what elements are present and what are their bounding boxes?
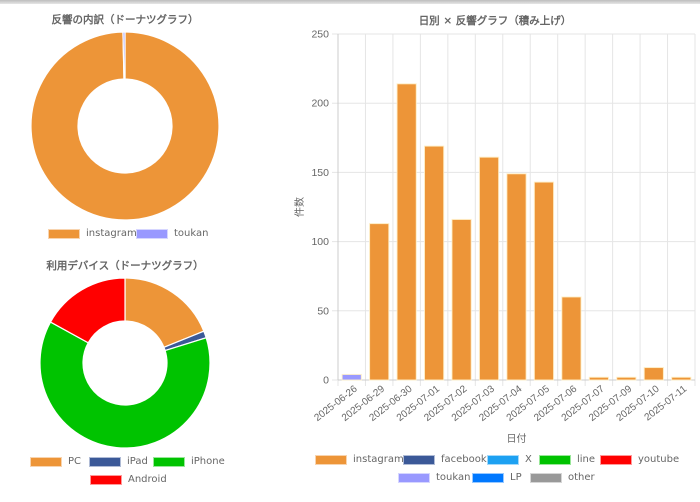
device-donut-panel: 利用デバイス（ドーナツグラフ） PC iPad iPhone Android — [0, 250, 250, 502]
bar-instagram-2025-07-06[interactable] — [561, 296, 582, 381]
bar-instagram-2025-07-10[interactable] — [643, 367, 664, 381]
response-slice-instagram[interactable] — [30, 31, 220, 221]
legend-item-instagram[interactable]: instagram — [48, 228, 137, 239]
bar-instagram-2025-06-29[interactable] — [369, 223, 390, 381]
response-slice-toukan[interactable] — [122, 31, 126, 80]
bar-instagram-2025-07-05[interactable] — [533, 181, 555, 381]
legend-item-x[interactable]: X — [487, 454, 532, 465]
daily-response-bar-panel: 日別 × 反響グラフ（積み上げ） 0 50 100 150 200 250 2025-06-… — [290, 0, 700, 502]
legend-swatch-pc — [30, 456, 62, 467]
legend-label: line — [577, 454, 596, 465]
legend-label: Android — [128, 474, 167, 485]
bar-instagram-2025-07-03[interactable] — [478, 156, 500, 381]
legend-item-toukan[interactable]: toukan — [398, 472, 470, 483]
device-donut-legend: PC iPad iPhone Android — [0, 456, 250, 492]
legend-label: other — [568, 472, 595, 483]
legend-label: instagram — [86, 228, 137, 239]
legend-swatch-iphone — [153, 456, 185, 467]
legend-item-instagram[interactable]: instagram — [315, 454, 404, 465]
response-donut-legend: instagram toukan — [0, 228, 250, 242]
x-axis-title: 日付 — [507, 432, 527, 445]
bar-instagram-2025-07-01[interactable] — [424, 145, 445, 381]
legend-label: iPad — [127, 456, 148, 467]
bar-chart-title: 日別 × 反響グラフ（積み上げ） — [418, 15, 572, 27]
legend-label: facebook — [441, 454, 487, 465]
y-tick-label: 250 — [311, 29, 329, 41]
legend-label: toukan — [436, 472, 471, 483]
legend-label: PC — [68, 456, 82, 467]
device-slice-iphone[interactable] — [39, 321, 211, 449]
y-tick-label: 50 — [317, 305, 329, 317]
y-tick-label: 200 — [311, 98, 329, 110]
response-donut-title: 反響の内訳（ドーナツグラフ） — [51, 14, 199, 26]
legend-item-iphone[interactable]: iPhone — [153, 456, 225, 467]
legend-item-other[interactable]: other — [530, 472, 595, 483]
daily-response-bar-chart[interactable]: 0501001502002502025-06-262025-06-292025-… — [290, 0, 700, 450]
legend-swatch-toukan — [398, 472, 430, 483]
y-tick-label: 0 — [323, 375, 329, 387]
legend-item-ipad[interactable]: iPad — [89, 456, 148, 467]
legend-label: youtube — [638, 454, 680, 465]
legend-swatch-toukan — [136, 228, 168, 239]
bar-instagram-2025-07-11[interactable] — [671, 376, 692, 381]
y-tick-label: 100 — [311, 236, 329, 248]
legend-item-line[interactable]: line — [539, 454, 595, 465]
legend-label: instagram — [353, 454, 404, 465]
y-tick-label: 150 — [311, 167, 329, 179]
response-donut-panel: 反響の内訳（ドーナツグラフ） instagram toukan — [0, 0, 250, 250]
legend-label: toukan — [174, 228, 209, 239]
legend-swatch-line — [539, 454, 571, 465]
legend-item-lp[interactable]: LP — [472, 472, 522, 483]
legend-swatch-other — [530, 472, 562, 483]
legend-item-facebook[interactable]: facebook — [403, 454, 487, 465]
legend-swatch-instagram — [315, 454, 347, 465]
y-axis-title: 件数 — [293, 197, 306, 217]
window-top-edge — [0, 0, 700, 4]
legend-item-pc[interactable]: PC — [30, 456, 81, 467]
bar-chart-legend: instagram facebook X line youtube toukan… — [290, 454, 700, 490]
legend-swatch-android — [90, 474, 122, 485]
bar-instagram-2025-07-02[interactable] — [451, 218, 472, 381]
legend-swatch-instagram — [48, 228, 80, 239]
legend-swatch-youtube — [600, 454, 632, 465]
device-donut-chart[interactable] — [0, 250, 250, 455]
device-slice-android[interactable] — [49, 277, 126, 344]
legend-item-youtube[interactable]: youtube — [600, 454, 679, 465]
legend-label: X — [525, 454, 532, 465]
legend-item-toukan[interactable]: toukan — [136, 228, 208, 239]
legend-swatch-ipad — [89, 456, 121, 467]
legend-label: iPhone — [191, 456, 225, 467]
device-donut-title: 利用デバイス（ドーナツグラフ） — [46, 260, 204, 272]
response-donut-chart[interactable] — [0, 0, 250, 230]
bar-instagram-2025-07-04[interactable] — [506, 173, 527, 381]
bar-instagram-2025-06-30[interactable] — [396, 83, 417, 381]
legend-swatch-lp — [472, 472, 504, 483]
legend-swatch-x — [487, 454, 519, 465]
bar-instagram-2025-07-07[interactable] — [588, 376, 609, 381]
legend-item-android[interactable]: Android — [90, 474, 167, 485]
bar-toukan-2025-06-26[interactable] — [341, 373, 362, 381]
legend-label: LP — [510, 472, 522, 483]
bar-instagram-2025-07-09[interactable] — [616, 376, 637, 381]
legend-swatch-facebook — [403, 454, 435, 465]
